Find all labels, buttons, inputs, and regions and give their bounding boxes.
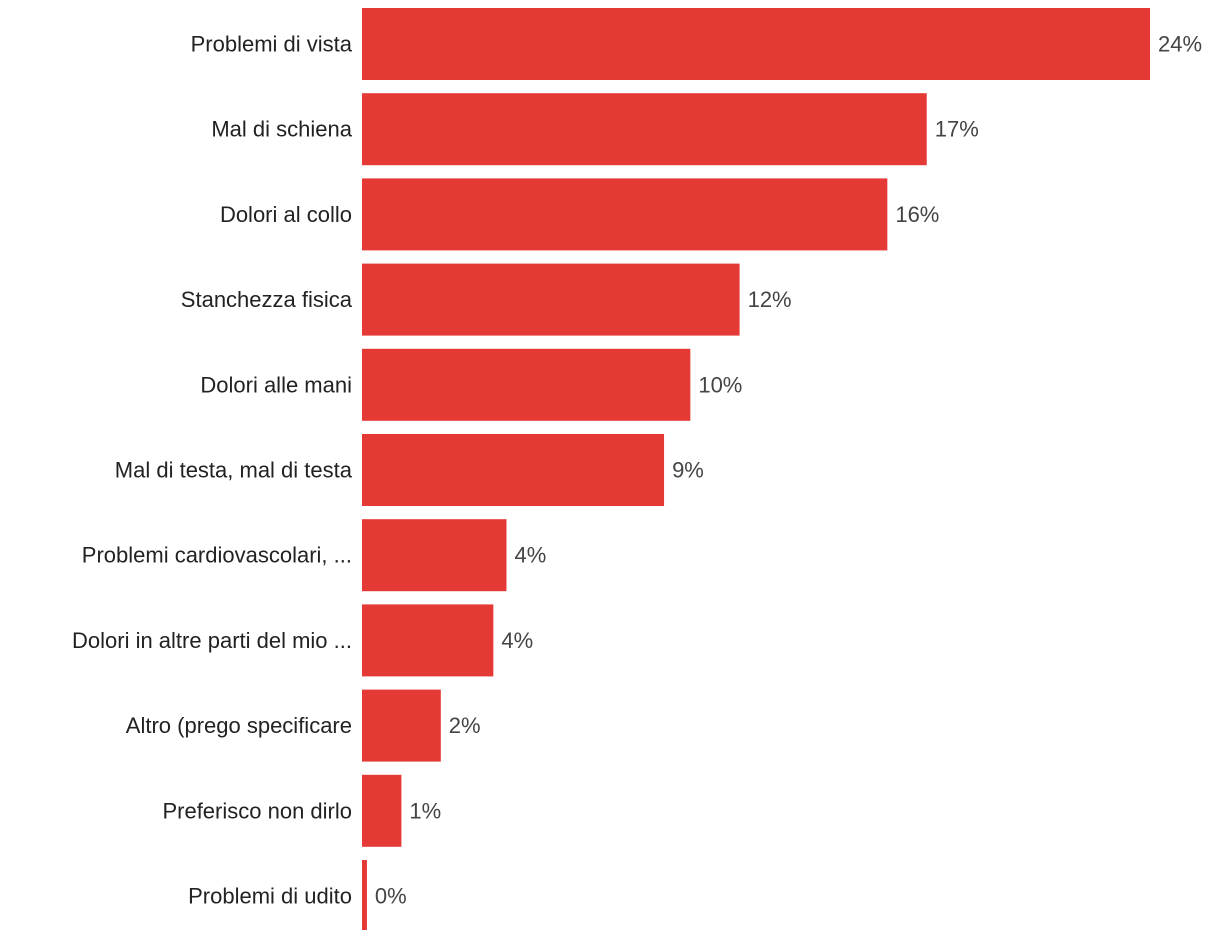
- value-label: 4%: [514, 543, 546, 568]
- category-label: Stanchezza fisica: [181, 287, 353, 312]
- bar: [362, 860, 367, 930]
- bar: [362, 689, 441, 762]
- value-label: 1%: [409, 798, 441, 823]
- value-label: 4%: [501, 628, 533, 653]
- bar: [362, 774, 402, 847]
- category-label: Altro (prego specificare: [126, 713, 352, 738]
- category-label: Preferisco non dirlo: [162, 798, 352, 823]
- category-label: Problemi di vista: [191, 32, 353, 57]
- bars-group: [362, 8, 1150, 930]
- value-label: 16%: [895, 202, 939, 227]
- category-labels-group: Problemi di vista Mal di schiena Dolori al…: [72, 32, 353, 909]
- value-label: 10%: [698, 372, 742, 397]
- category-label: Dolori al collo: [220, 202, 352, 227]
- category-label: Mal di testa, mal di testa: [115, 458, 353, 483]
- value-label: 24%: [1158, 32, 1202, 57]
- bar: [362, 8, 1150, 80]
- bar: [362, 348, 691, 421]
- bar: [362, 604, 494, 677]
- category-label: Dolori alle mani: [200, 372, 352, 397]
- category-label: Problemi cardiovascolari, ...: [82, 543, 352, 568]
- category-label: Dolori in altre parti del mio ...: [72, 628, 352, 653]
- value-label: 9%: [672, 458, 704, 483]
- bar: [362, 178, 888, 251]
- bar: [362, 93, 927, 166]
- value-labels-group: 24% 17% 16% 12% 10% 9% 4% 4% 2% 1% 0%: [375, 32, 1202, 909]
- value-label: 12%: [748, 287, 792, 312]
- bar: [362, 263, 740, 336]
- category-label: Problemi di udito: [188, 884, 352, 909]
- value-label: 17%: [935, 117, 979, 142]
- bar: [362, 434, 665, 506]
- value-label: 2%: [449, 713, 481, 738]
- category-label: Mal di schiena: [211, 117, 352, 142]
- value-label: 0%: [375, 884, 407, 909]
- bar: [362, 519, 507, 592]
